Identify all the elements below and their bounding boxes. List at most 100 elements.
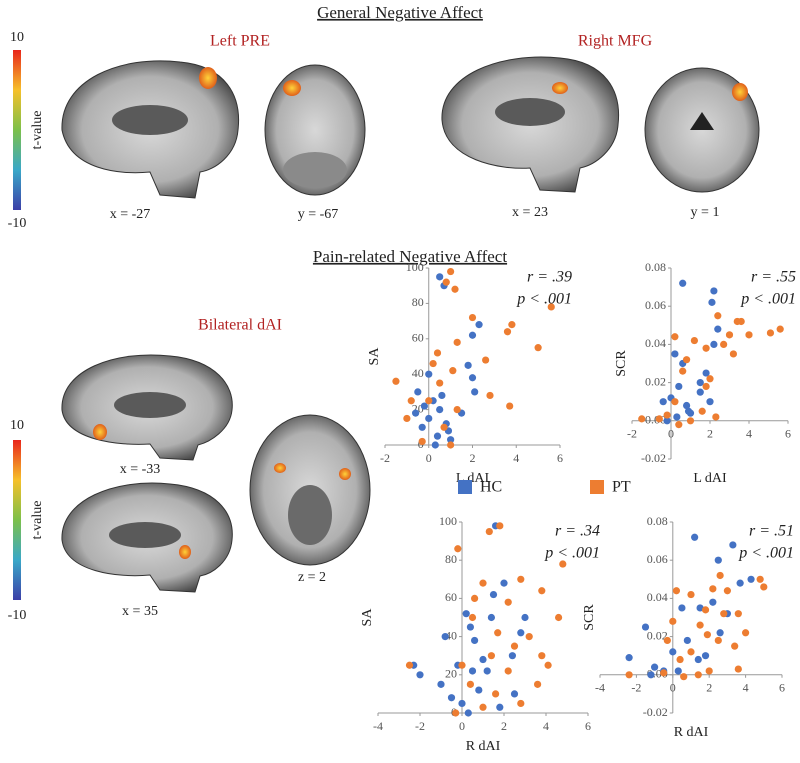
- y-tick-label: -0.02: [641, 451, 666, 465]
- point: [683, 636, 691, 645]
- point: [447, 441, 455, 449]
- slice-label: y = 1: [691, 205, 720, 220]
- point: [429, 359, 437, 368]
- x-tick-label: 2: [707, 427, 713, 441]
- point: [479, 655, 487, 664]
- x-axis-label: L dAI: [693, 471, 727, 486]
- point: [534, 344, 542, 352]
- slice-label: z = 2: [298, 570, 326, 585]
- point: [655, 415, 663, 423]
- point: [710, 340, 718, 348]
- point: [468, 331, 477, 339]
- legend-swatch: [458, 480, 472, 494]
- point: [468, 313, 477, 322]
- point: [447, 436, 455, 444]
- point: [687, 590, 695, 599]
- point: [464, 361, 472, 369]
- region-label: Right MFG: [578, 33, 653, 50]
- annotation: r = .34: [555, 523, 600, 540]
- point: [486, 391, 494, 400]
- point: [678, 604, 686, 612]
- point: [471, 636, 479, 645]
- point: [464, 709, 472, 717]
- x-tick-label: 6: [585, 719, 591, 733]
- slice-label: x = 35: [122, 604, 158, 619]
- point: [680, 673, 688, 681]
- point: [696, 604, 704, 612]
- brain-slice: [61, 60, 240, 199]
- point: [756, 575, 764, 583]
- point: [705, 667, 713, 675]
- section-title: Pain-related Negative Affect: [313, 247, 507, 266]
- y-tick-label: 40: [412, 366, 424, 380]
- point: [483, 667, 491, 675]
- x-tick-label: 4: [743, 681, 749, 695]
- colorbar: [13, 50, 21, 210]
- point: [731, 642, 739, 650]
- point: [696, 388, 704, 396]
- point: [538, 652, 546, 660]
- point: [691, 533, 699, 541]
- x-tick-label: -4: [595, 681, 605, 695]
- point: [734, 610, 742, 618]
- point: [436, 273, 444, 281]
- brain-slice: [61, 482, 233, 593]
- legend-label: PT: [612, 479, 631, 496]
- x-tick-label: 6: [557, 451, 563, 465]
- point: [416, 671, 424, 679]
- point: [684, 407, 693, 415]
- annotation: p < .001: [740, 291, 796, 308]
- point: [671, 398, 679, 406]
- point: [675, 421, 683, 429]
- point: [440, 423, 448, 431]
- point: [690, 336, 699, 345]
- point: [496, 703, 504, 711]
- x-tick-label: -2: [380, 451, 390, 465]
- point: [453, 406, 461, 414]
- point: [425, 414, 433, 423]
- point: [725, 331, 734, 339]
- point: [392, 377, 400, 385]
- point: [641, 623, 650, 631]
- point: [683, 356, 691, 364]
- point: [475, 686, 483, 694]
- annotation: r = .39: [527, 269, 572, 286]
- point: [760, 583, 768, 591]
- point: [733, 317, 741, 326]
- point: [742, 629, 750, 637]
- point: [679, 279, 687, 287]
- point: [418, 423, 426, 431]
- colorbar-max: 10: [10, 418, 24, 433]
- x-tick-label: 0: [668, 427, 674, 441]
- point: [625, 654, 633, 662]
- point: [708, 298, 716, 306]
- point: [521, 613, 529, 622]
- x-axis-label: R dAI: [466, 739, 501, 754]
- x-tick-label: 4: [746, 427, 752, 441]
- point: [663, 417, 671, 425]
- point: [412, 409, 420, 417]
- point: [425, 397, 433, 405]
- point: [466, 680, 474, 688]
- point: [468, 667, 477, 675]
- point: [471, 388, 479, 396]
- y-tick-label: 100: [439, 514, 457, 528]
- point: [672, 587, 681, 595]
- point: [559, 560, 567, 568]
- point: [669, 617, 677, 625]
- legend-label: HC: [480, 479, 502, 496]
- point: [500, 579, 508, 587]
- section-title: General Negative Affect: [317, 3, 483, 22]
- point: [485, 527, 493, 536]
- point: [425, 370, 433, 378]
- brain-slice: [264, 64, 366, 196]
- y-tick-label: 80: [445, 552, 457, 566]
- point: [638, 415, 646, 423]
- point: [451, 285, 459, 293]
- point: [510, 642, 519, 650]
- point: [466, 623, 474, 631]
- point: [418, 437, 426, 446]
- y-tick-label: -0.02: [643, 705, 668, 719]
- point: [703, 631, 711, 639]
- point: [669, 648, 677, 656]
